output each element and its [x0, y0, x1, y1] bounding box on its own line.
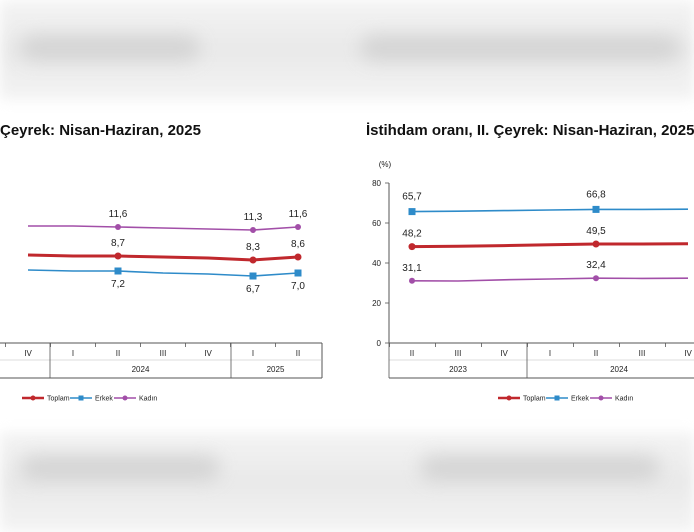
right-point-erkek: [592, 205, 600, 213]
right-legend-marker: [506, 395, 512, 401]
right-point-kadın: [409, 277, 415, 284]
left-x-tick-label: II: [296, 349, 300, 358]
left-x-tick-label: IV: [24, 349, 32, 358]
right-legend-label: Kadın: [615, 396, 633, 403]
left-data-label: 8,6: [291, 239, 305, 250]
left-point-toplam: [114, 252, 122, 260]
right-x-tick-label: II: [594, 349, 598, 358]
right-x-tick-label: IV: [500, 349, 508, 358]
right-point-toplam: [592, 240, 600, 248]
right-series-line-erkek: [411, 208, 689, 213]
left-data-label: 6,7: [246, 284, 260, 295]
left-legend-marker: [122, 395, 128, 401]
right-data-label: 32,4: [586, 260, 606, 271]
left-data-label: 7,2: [111, 279, 125, 290]
left-group-label: 2024: [132, 365, 150, 374]
right-data-label: 48,2: [402, 229, 422, 240]
left-point-toplam: [249, 256, 257, 264]
left-x-tick-label: I: [72, 349, 74, 358]
left-data-label: 11,6: [289, 209, 308, 220]
right-data-label: 65,7: [402, 192, 422, 203]
left-point-kadın: [295, 224, 301, 230]
left-x-tick-label: III: [160, 349, 167, 358]
right-point-kadın: [593, 275, 599, 282]
left-data-label: 11,3: [244, 212, 263, 223]
left-point-toplam: [294, 253, 302, 261]
right-x-tick-label: II: [410, 349, 414, 358]
left-series-line-kadın: [28, 225, 299, 231]
right-series-line-toplam: [411, 242, 689, 249]
right-y-unit: (%): [379, 160, 392, 169]
right-legend-marker: [554, 395, 560, 401]
left-series-line-erkek: [27, 269, 299, 277]
right-data-label: 31,1: [402, 263, 422, 274]
right-legend-label: Toplam: [523, 396, 546, 403]
right-y-tick-label: 80: [372, 179, 381, 188]
left-data-label: 11,6: [109, 209, 128, 220]
right-x-tick-label: I: [549, 349, 551, 358]
blurred-footer-band: [0, 432, 694, 532]
right-point-erkek: [408, 208, 416, 216]
right-group-label: 2024: [610, 365, 628, 374]
right-data-label: 66,8: [586, 189, 606, 200]
left-legend-label: Erkek: [95, 396, 113, 403]
right-y-tick-label: 20: [372, 299, 381, 308]
right-y-tick-label: 0: [377, 339, 382, 348]
right-data-label: 49,5: [586, 226, 606, 237]
left-group-label: 2025: [267, 365, 285, 374]
left-data-label: 7,0: [291, 281, 305, 292]
left-legend-marker: [78, 395, 84, 401]
left-point-kadın: [250, 227, 256, 233]
right-x-tick-label: IV: [684, 349, 692, 358]
left-x-tick-label: IV: [204, 349, 212, 358]
right-chart-title: İstihdam oranı, II. Çeyrek: Nisan-Hazira…: [366, 122, 694, 139]
right-y-tick-label: 40: [372, 259, 381, 268]
right-point-toplam: [408, 243, 416, 251]
right-y-tick-label: 60: [372, 219, 381, 228]
left-legend-label: Toplam: [47, 396, 70, 403]
left-legend-label: Kadın: [139, 396, 157, 403]
right-series-line-kadın: [411, 277, 689, 282]
left-x-tick-label: II: [116, 349, 120, 358]
left-point-erkek: [294, 269, 302, 277]
blurred-footer-text: [20, 455, 220, 481]
right-x-tick-label: III: [455, 349, 462, 358]
left-x-tick-label: I: [252, 349, 254, 358]
right-legend-marker: [598, 395, 604, 401]
right-x-tick-label: III: [639, 349, 646, 358]
left-point-erkek: [249, 272, 257, 280]
left-data-label: 8,3: [246, 242, 260, 253]
right-legend-label: Erkek: [571, 396, 589, 403]
left-data-label: 8,7: [111, 238, 125, 249]
left-series-line-toplam: [27, 253, 299, 262]
left-chart-title: Çeyrek: Nisan-Haziran, 2025: [0, 122, 201, 139]
left-legend-marker: [30, 395, 36, 401]
blurred-footer-text: [420, 455, 660, 481]
left-point-kadın: [115, 224, 121, 230]
blurred-header-text: [20, 35, 200, 61]
left-point-erkek: [114, 267, 122, 275]
right-group-label: 2023: [449, 365, 467, 374]
blurred-header-text: [360, 35, 680, 61]
